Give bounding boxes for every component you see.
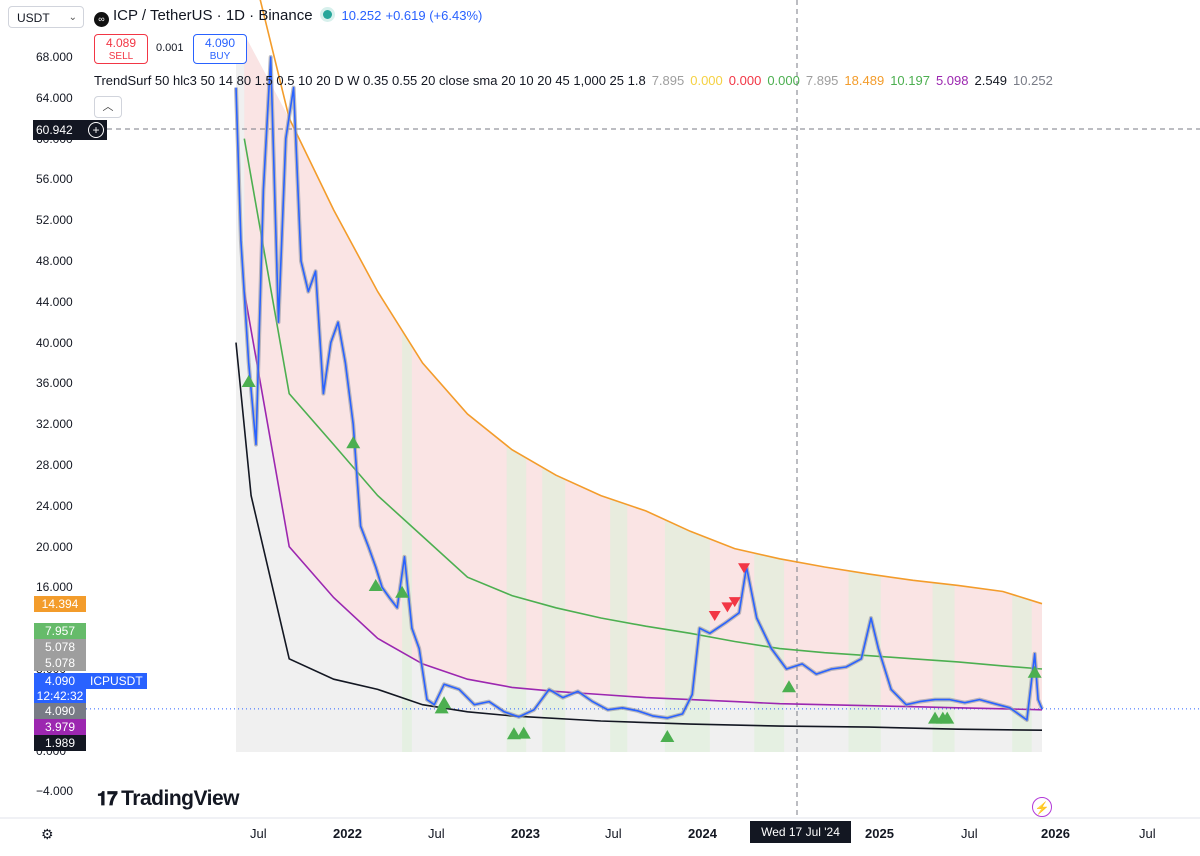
last-price: 10.252 xyxy=(341,8,382,23)
tradingview-logo[interactable]: 𝟏𝟕 TradingView xyxy=(97,787,239,811)
series-line-upper-band xyxy=(259,0,1043,605)
indicator-legend[interactable]: TrendSurf 50 hlc3 50 14 80 1.5 0.5 10 20… xyxy=(94,73,1065,88)
indicator-name: TrendSurf 50 hlc3 50 14 80 1.5 0.5 10 20… xyxy=(94,73,646,88)
tradingview-logo-text: TradingView xyxy=(121,787,239,810)
tradingview-logo-icon: 𝟏𝟕 xyxy=(97,789,118,810)
buy-signal-marker xyxy=(368,579,383,591)
indicator-value: 5.098 xyxy=(935,73,969,88)
price-axis-tag: 4.090 xyxy=(34,703,86,719)
price-tick-label: 48.000 xyxy=(36,254,73,268)
add-alert-plus-icon[interactable]: + xyxy=(88,122,104,138)
buy-signal-marker xyxy=(660,729,675,742)
chevron-up-icon: ︿ xyxy=(102,101,114,113)
price-tick-label: 44.000 xyxy=(36,294,73,309)
indicator-value: 2.549 xyxy=(974,73,1008,88)
above-band-mask xyxy=(244,34,1043,604)
currency-selector[interactable]: USDT ⌄ xyxy=(8,6,84,28)
price-axis-tag: 12:42:32 xyxy=(34,688,86,704)
price-tick-label: 16.000 xyxy=(36,580,73,595)
symbol-title[interactable]: ∞ ICP / TetherUS · 1D · Binance 10.252 +0.… xyxy=(94,7,482,27)
market-open-status-icon xyxy=(322,10,332,19)
price-tick-label: 28.000 xyxy=(36,458,73,472)
time-tick-label: Jul xyxy=(1139,826,1156,841)
collapse-legend-button[interactable]: ︿ xyxy=(94,96,122,118)
indicator-value: 7.895 xyxy=(805,73,839,88)
price-axis-tag: 3.979 xyxy=(34,719,86,735)
indicator-value: 10.252 xyxy=(1013,73,1053,88)
time-tick-label: 2026 xyxy=(1041,826,1070,841)
time-tick-label: Jul xyxy=(428,826,445,841)
indicator-value: 10.197 xyxy=(890,73,930,88)
sell-signal-marker xyxy=(738,563,751,574)
series-line-mid-band xyxy=(243,138,1043,670)
price-axis-tag: 7.957 xyxy=(34,623,86,639)
price-tick-label: 32.000 xyxy=(36,417,73,432)
sell-signal-marker xyxy=(708,611,721,622)
price-axis-tag: 4.090 xyxy=(34,673,86,689)
buy-signal-marker xyxy=(437,696,452,709)
buy-signal-marker xyxy=(940,711,955,724)
lightning-icon[interactable]: ⚡ xyxy=(1032,797,1052,817)
symbol-name: ICP / TetherUS · 1D · Binance xyxy=(113,7,313,24)
sell-button[interactable]: 4.089 SELL xyxy=(94,34,148,64)
price-tick-label: −4.000 xyxy=(36,784,74,799)
time-tick-label: Jul xyxy=(961,826,978,841)
price-tick-label: 36.000 xyxy=(36,376,73,391)
price-tick-label: 52.000 xyxy=(36,213,73,228)
price-tick-label: 24.000 xyxy=(36,498,73,513)
icp-logo-icon: ∞ xyxy=(94,12,109,27)
buy-signal-marker xyxy=(1027,665,1042,678)
chevron-down-icon: ⌄ xyxy=(68,12,77,23)
price-tick-label: 40.000 xyxy=(36,335,73,350)
sell-price: 4.089 xyxy=(105,36,137,50)
indicator-value: 0.000 xyxy=(690,73,723,88)
price-axis-tag: 5.078 xyxy=(34,655,86,671)
indicator-values: 7.895 0.000 0.000 0.000 7.895 18.489 10.197 5.0… xyxy=(652,73,1059,88)
indicator-value: 0.000 xyxy=(728,73,762,88)
sell-signal-marker xyxy=(728,597,741,608)
price-change: +0.619 (+6.43%) xyxy=(385,8,483,23)
price-axis-tag: 1.989 xyxy=(34,735,86,751)
buy-signal-marker xyxy=(781,680,796,693)
series-line-lower-band xyxy=(243,291,1043,711)
buy-signal-marker xyxy=(506,727,521,740)
crosshair-date-label: Wed 17 Jul '24 xyxy=(750,821,851,843)
time-tick-label: Jul xyxy=(605,826,622,841)
price-tick-label: 64.000 xyxy=(36,90,73,105)
buy-label: BUY xyxy=(209,51,231,62)
ticker-label: ICPUSDT xyxy=(86,673,147,689)
price-axis-tag: 5.078 xyxy=(34,639,86,655)
time-tick-label: 2024 xyxy=(688,826,717,841)
spread-value: 0.001 xyxy=(156,42,184,54)
sell-label: SELL xyxy=(108,51,134,62)
price-tick-label: 56.000 xyxy=(36,172,73,187)
time-tick-label: 2022 xyxy=(333,826,362,841)
indicator-value: 18.489 xyxy=(844,73,885,88)
buy-price: 4.090 xyxy=(204,36,236,50)
series-line-base-line xyxy=(235,342,1043,731)
time-tick-label: 2025 xyxy=(865,826,894,841)
sell-signal-marker xyxy=(721,602,734,613)
price-tick-label: 20.000 xyxy=(36,539,73,554)
trend-band-fill xyxy=(244,34,1043,710)
settings-gear-icon[interactable]: ⚙ xyxy=(41,826,54,842)
indicator-value: 7.895 xyxy=(651,73,685,88)
bull-zone xyxy=(402,34,412,752)
indicator-value: 0.000 xyxy=(767,73,800,88)
buy-signal-marker xyxy=(346,436,361,449)
crosshair-price-label: 60.942 + xyxy=(33,120,107,140)
time-tick-label: 2023 xyxy=(511,826,540,841)
buy-signal-marker xyxy=(395,585,410,598)
buy-button[interactable]: 4.090 BUY xyxy=(193,34,247,64)
buy-signal-marker xyxy=(516,726,531,739)
time-tick-label: Jul xyxy=(250,826,267,841)
chart-header: USDT ⌄ ∞ ICP / TetherUS · 1D · Binance 10.… xyxy=(0,0,1200,34)
buy-signal-marker xyxy=(241,375,256,387)
series-line-icpusdt xyxy=(235,56,1043,721)
price-axis-tag: 14.394 xyxy=(34,596,86,612)
price-tick-label: 68.000 xyxy=(36,50,73,64)
currency-selector-label: USDT xyxy=(17,11,50,25)
crosshair-price: 60.942 xyxy=(36,123,73,137)
